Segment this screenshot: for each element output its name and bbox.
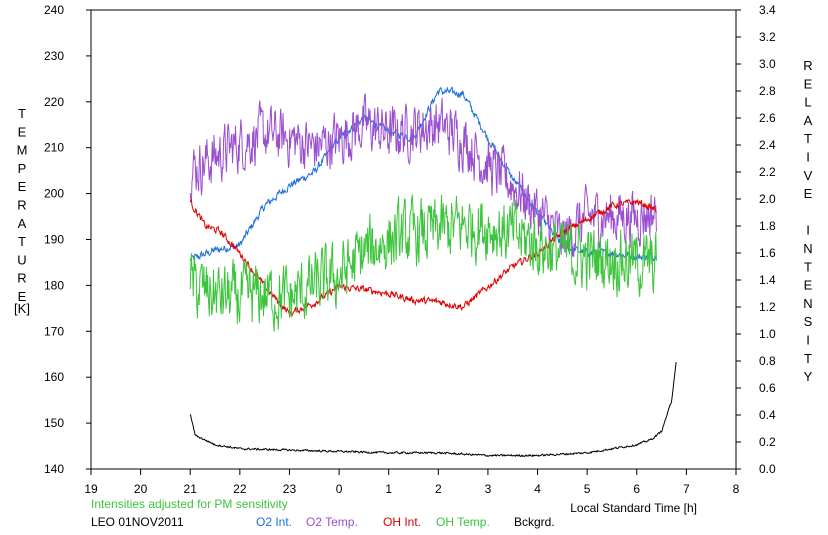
axis-title-letter: V [804,168,813,183]
right-tick-label: 1.4 [759,273,776,287]
x-tick-label: 3 [485,482,492,496]
left-tick-label: 200 [44,187,64,201]
x-axis-label: Local Standard Time [h] [570,501,697,515]
left-tick-label: 230 [44,49,64,63]
axis-title-letter: N [803,296,812,311]
legend: O2 Int. O2 Temp. OH Int. OH Temp. Bckgrd. [256,515,555,529]
x-tick-label: 1 [385,482,392,496]
right-axis-ticks: 0.0 0.2 0.4 0.6 0.8 1.0 1.2 1.4 1.6 1.8 2.0 2.2 2.4 2… [736,3,776,476]
axis-title-letter: A [18,216,27,231]
axis-title-letter: T [804,351,812,366]
right-tick-label: 1.8 [759,219,776,233]
x-tick-label: 5 [584,482,591,496]
axis-title-letter: S [804,314,813,329]
axis-title-letter: R [17,271,26,286]
adjustment-note: Intensities adjusted for PM sensitivity [91,497,288,511]
x-tick-label: 4 [534,482,541,496]
right-tick-label: 1.0 [759,327,776,341]
axis-title-letter: T [18,234,26,249]
x-tick-label: 21 [184,482,198,496]
left-tick-label: 240 [44,3,64,17]
right-tick-label: 2.0 [759,192,776,206]
left-tick-label: 210 [44,141,64,155]
x-tick-label: 22 [233,482,247,496]
x-tick-label: 8 [733,482,740,496]
axis-title-letter: P [18,161,27,176]
axis-title-letter: R [17,198,26,213]
series-line-bckgrd [189,361,677,458]
axis-title-letter: E [18,179,27,194]
x-tick-label: 2 [435,482,442,496]
axis-title-letter: E [804,76,813,91]
right-tick-label: 0.4 [759,408,776,422]
axis-title-letter: U [17,252,26,267]
axis-title-letter: T [804,259,812,274]
x-tick-label: 0 [336,482,343,496]
right-tick-label: 0.2 [759,435,776,449]
left-tick-label: 180 [44,278,64,292]
x-tick-label: 19 [84,482,98,496]
axis-title-letter: E [804,186,813,201]
right-tick-label: 0.0 [759,462,776,476]
left-axis-ticks: 140 150 160 170 180 190 200 210 220 230 240 [44,3,91,476]
axis-title-letter: A [804,113,813,128]
left-tick-label: 140 [44,462,64,476]
axis-title-letter: T [804,131,812,146]
axis-title-letter: I [806,223,810,238]
station-date-label: LEO 01NOV2011 [91,515,184,529]
left-tick-label: 220 [44,95,64,109]
left-tick-label: 170 [44,324,64,338]
x-tick-label: 7 [683,482,690,496]
left-axis-unit: [K] [14,301,30,316]
axis-title-letter: L [804,95,811,110]
right-tick-label: 3.0 [759,57,776,71]
right-tick-label: 2.4 [759,138,776,152]
axis-title-letter: M [17,143,28,158]
right-tick-label: 2.8 [759,84,776,98]
legend-item: O2 Temp. [306,515,358,529]
x-tick-label: 23 [283,482,297,496]
right-tick-label: 2.6 [759,111,776,125]
x-tick-label: 6 [633,482,640,496]
right-tick-label: 2.2 [759,165,776,179]
axis-title-letter: E [18,289,27,304]
axis-title-letter: I [806,333,810,348]
legend-item: OH Temp. [436,515,490,529]
right-tick-label: 3.2 [759,30,776,44]
series-layer [189,86,677,458]
left-tick-label: 160 [44,370,64,384]
legend-item: OH Int. [383,515,421,529]
right-tick-label: 1.2 [759,300,776,314]
axis-title-letter: N [803,241,812,256]
axis-title-letter: T [18,106,26,121]
axis-title-letter: E [804,278,813,293]
legend-item: O2 Int. [256,515,292,529]
axis-title-letter: I [806,150,810,165]
right-tick-label: 0.6 [759,381,776,395]
left-tick-label: 150 [44,416,64,430]
x-axis-ticks: 19 20 21 22 23 0 1 2 3 4 5 6 7 8 [84,469,740,496]
axis-title-letter: E [18,124,27,139]
right-tick-label: 3.4 [759,3,776,17]
left-tick-label: 190 [44,233,64,247]
series-line-oh-temp [189,194,657,332]
axis-title-letter: Y [804,369,813,384]
x-tick-label: 20 [134,482,148,496]
right-tick-label: 1.6 [759,246,776,260]
right-tick-label: 0.8 [759,354,776,368]
legend-item: Bckgrd. [514,515,555,529]
axis-title-letter: R [803,58,812,73]
